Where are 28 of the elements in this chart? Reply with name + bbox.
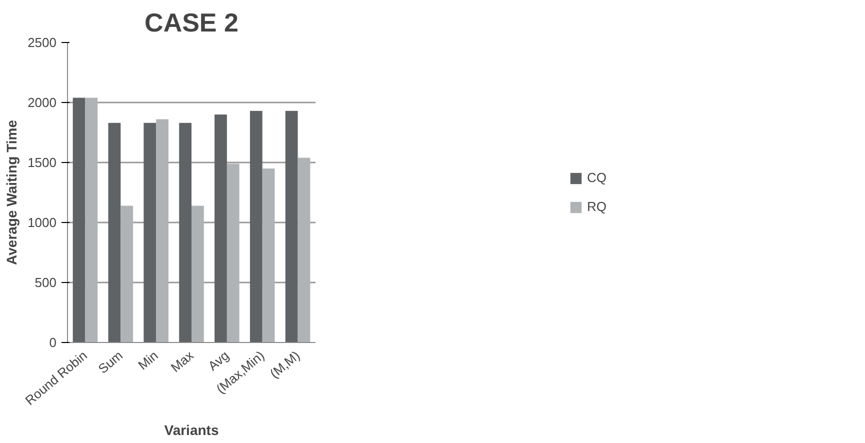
legend-label: CQ <box>587 170 607 185</box>
x-tick-label: Sum <box>95 348 126 376</box>
bar <box>144 122 156 342</box>
bar <box>156 119 168 342</box>
bar <box>226 164 240 342</box>
legend-label: RQ <box>587 199 607 214</box>
bar <box>72 98 86 342</box>
x-tick-label: Max <box>168 347 197 376</box>
x-tick-label: Min <box>135 348 161 373</box>
bar <box>298 158 310 342</box>
y-axis-title: Average Waiting Time <box>4 120 20 265</box>
bar <box>250 110 262 342</box>
bar <box>214 114 227 342</box>
bar <box>120 206 134 342</box>
bar <box>192 206 204 342</box>
bar <box>85 98 98 342</box>
y-tick-label: 0 <box>49 335 57 350</box>
y-tick-label: 1000 <box>28 215 56 230</box>
x-axis-title: Variants <box>164 422 219 438</box>
bar <box>262 168 275 342</box>
y-tick-label: 500 <box>34 275 57 290</box>
y-tick-label: 2000 <box>28 95 56 110</box>
y-tick-label: 1500 <box>28 155 56 170</box>
y-tick-label: 2500 <box>28 35 56 50</box>
bar <box>108 122 121 342</box>
chart-title: CASE 2 <box>144 8 238 38</box>
bar <box>179 122 192 342</box>
bar <box>285 110 298 342</box>
